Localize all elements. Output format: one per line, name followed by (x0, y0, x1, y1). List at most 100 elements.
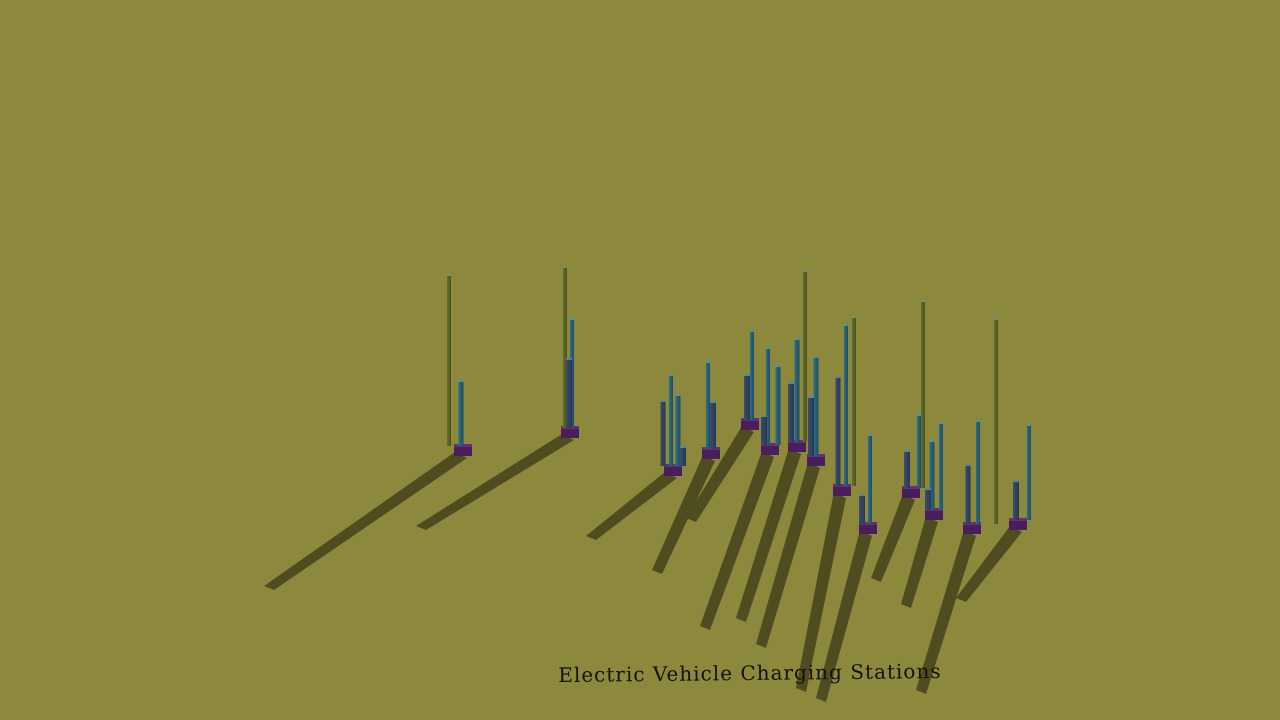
station-bar (844, 324, 848, 486)
station-layer (447, 266, 1031, 534)
station-bar-top (775, 365, 781, 367)
station-bar (939, 422, 943, 510)
station-bar (744, 374, 750, 420)
station-cluster (561, 266, 579, 438)
shadow-layer (264, 426, 1022, 702)
station-bar-top (706, 361, 710, 363)
station-bar-top (868, 434, 872, 436)
station-bar (852, 316, 856, 486)
station-bar-top (904, 450, 910, 452)
station-bar (917, 414, 921, 488)
station-bar (706, 361, 710, 449)
station-bar (794, 338, 800, 442)
station-cluster (963, 318, 998, 534)
station-bar-top (680, 446, 686, 448)
station-bar-top (808, 396, 814, 398)
bar-shadow (956, 526, 1022, 602)
station-bar (680, 446, 686, 466)
station-cluster (807, 356, 825, 466)
station-bar-top (994, 318, 998, 320)
bar-shadow (264, 452, 467, 590)
station-bar-top (566, 358, 572, 360)
station-cluster (741, 330, 759, 430)
station-bar (808, 396, 814, 456)
station-bar (994, 318, 998, 524)
station-bar-top (675, 394, 681, 396)
station-cluster (1009, 424, 1031, 530)
station-bar (675, 394, 681, 466)
station-bar (766, 347, 770, 445)
station-bar (813, 356, 819, 456)
station-bar (976, 420, 980, 524)
station-cluster (660, 374, 686, 476)
station-cluster (788, 270, 807, 452)
bar-shadow (816, 530, 872, 702)
station-bar-top (921, 300, 925, 302)
station-cluster (761, 347, 781, 455)
station-bar (868, 434, 872, 524)
station-bar-top (710, 401, 716, 403)
bar-shadow (916, 530, 976, 694)
station-base-top (833, 484, 851, 487)
station-base-top (902, 486, 920, 489)
bar-shadow (700, 451, 774, 630)
station-bar (921, 300, 925, 488)
station-bar-top (447, 274, 451, 276)
station-bar-top (939, 422, 943, 424)
station-bar (1027, 424, 1031, 520)
bar-shadow (686, 426, 754, 522)
station-bar-top (563, 266, 567, 268)
bar-shadow (736, 448, 801, 622)
station-bar (835, 376, 841, 486)
station-bar (904, 450, 910, 488)
station-bar-top (766, 347, 770, 349)
bar-shadow (756, 462, 820, 648)
station-bar-top (1013, 480, 1019, 482)
bar-shadow (652, 455, 715, 574)
station-bar (965, 464, 971, 524)
station-bar-top (794, 338, 800, 340)
station-base-top (963, 522, 981, 525)
station-bar-top (844, 324, 848, 326)
station-bar (563, 266, 567, 428)
station-cluster (702, 361, 720, 459)
bar-shadow (416, 434, 574, 530)
station-cluster (447, 274, 472, 456)
bar-shadow (586, 472, 677, 540)
station-bar-top (929, 440, 935, 442)
station-bar-top (917, 414, 921, 416)
station-bar-top (813, 356, 819, 358)
station-bar (859, 494, 865, 524)
station-bar-top (835, 376, 841, 378)
station-bar-top (458, 380, 464, 382)
station-bar-top (803, 270, 807, 272)
station-bar-top (669, 374, 673, 376)
station-bar (566, 358, 572, 428)
station-bar-top (660, 400, 666, 402)
station-bar (929, 440, 935, 510)
station-bar (788, 382, 794, 442)
station-bar (775, 365, 781, 445)
station-bar-top (852, 316, 856, 318)
station-cluster (902, 300, 925, 498)
station-bar (1013, 480, 1019, 520)
bar-shadow (871, 494, 915, 582)
station-cluster (859, 434, 877, 534)
station-cluster (925, 422, 943, 520)
station-bar (669, 374, 673, 466)
station-bar (660, 400, 666, 466)
station-bar-top (976, 420, 980, 422)
bar-shadow (901, 516, 938, 608)
station-bar-top (750, 330, 754, 332)
station-bar (803, 270, 807, 442)
station-cluster (833, 316, 856, 496)
station-bar (925, 488, 931, 510)
station-bar (458, 380, 464, 446)
station-bar-top (744, 374, 750, 376)
station-bar (447, 274, 451, 446)
station-bar-top (859, 494, 865, 496)
station-bar-top (965, 464, 971, 466)
station-bar-top (761, 415, 767, 417)
station-bar (710, 401, 716, 449)
station-bar-top (925, 488, 931, 490)
